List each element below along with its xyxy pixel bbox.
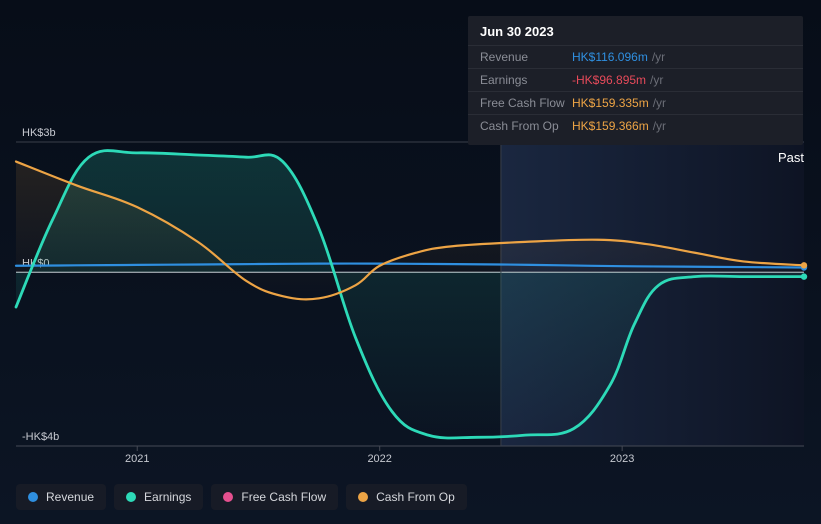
tooltip-row-label: Earnings — [480, 72, 572, 88]
tooltip-row-suffix: /yr — [653, 118, 666, 134]
legend-item-label: Cash From Op — [376, 490, 455, 504]
legend-swatch — [223, 492, 233, 502]
tooltip-row-suffix: /yr — [653, 95, 666, 111]
tooltip-row: Cash From OpHK$159.366m/yr — [468, 114, 803, 137]
tooltip-row-value: HK$159.366m — [572, 118, 649, 134]
legend: Revenue Earnings Free Cash Flow Cash From O… — [16, 484, 467, 510]
legend-swatch — [28, 492, 38, 502]
tooltip: Jun 30 2023RevenueHK$116.096m/yrEarnings… — [468, 16, 803, 145]
tooltip-row-suffix: /yr — [650, 72, 663, 88]
tooltip-row-suffix: /yr — [652, 49, 665, 65]
legend-item-cash-from-op[interactable]: Cash From Op — [346, 484, 467, 510]
chart-root: -HK$4bHK$0HK$3b202120222023PastJun 30 20… — [0, 0, 821, 524]
y-axis-label: HK$3b — [22, 127, 56, 139]
past-label: Past — [778, 150, 804, 165]
legend-item-label: Revenue — [46, 490, 94, 504]
legend-item-free-cash-flow[interactable]: Free Cash Flow — [211, 484, 338, 510]
legend-item-label: Earnings — [144, 490, 191, 504]
series-end-dot-earnings — [801, 273, 807, 279]
legend-item-label: Free Cash Flow — [241, 490, 326, 504]
tooltip-row: RevenueHK$116.096m/yr — [468, 45, 803, 68]
tooltip-title: Jun 30 2023 — [468, 24, 803, 45]
tooltip-row: Earnings-HK$96.895m/yr — [468, 68, 803, 91]
legend-item-earnings[interactable]: Earnings — [114, 484, 203, 510]
tooltip-row-value: HK$159.335m — [572, 95, 649, 111]
tooltip-row-value: -HK$96.895m — [572, 72, 646, 88]
tooltip-row-label: Cash From Op — [480, 118, 572, 134]
tooltip-row-label: Free Cash Flow — [480, 95, 572, 111]
series-end-dot-cfo — [801, 262, 807, 268]
x-axis-label: 2021 — [125, 453, 149, 465]
y-axis-label: -HK$4b — [22, 431, 59, 443]
legend-item-revenue[interactable]: Revenue — [16, 484, 106, 510]
legend-swatch — [358, 492, 368, 502]
legend-swatch — [126, 492, 136, 502]
x-axis-label: 2022 — [367, 453, 391, 465]
tooltip-row-label: Revenue — [480, 49, 572, 65]
tooltip-row: Free Cash FlowHK$159.335m/yr — [468, 91, 803, 114]
x-axis-label: 2023 — [610, 453, 634, 465]
tooltip-row-value: HK$116.096m — [572, 49, 648, 65]
